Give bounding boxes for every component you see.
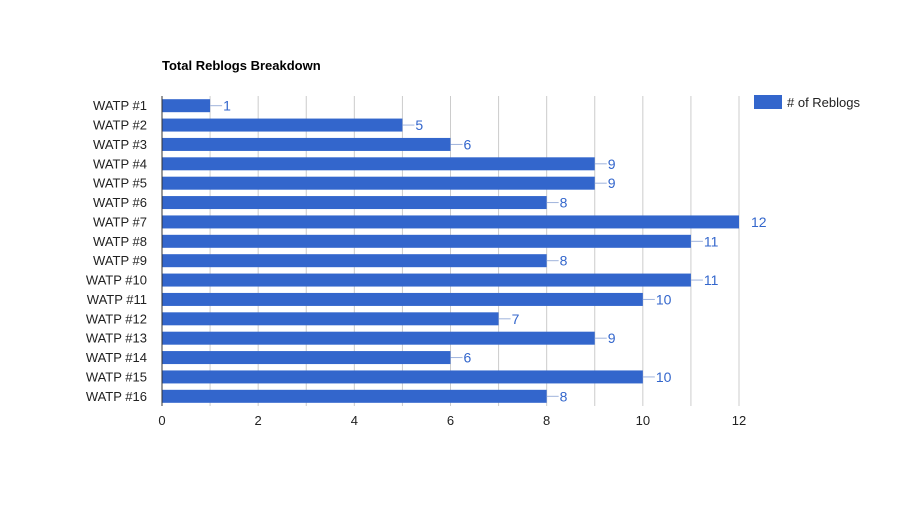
category-label: WATP #5 bbox=[93, 176, 147, 191]
x-tick-label: 4 bbox=[351, 413, 358, 428]
data-label: 8 bbox=[560, 388, 568, 404]
chart-title: Total Reblogs Breakdown bbox=[162, 58, 321, 73]
category-label: WATP #16 bbox=[86, 389, 147, 404]
bar[interactable] bbox=[162, 292, 643, 306]
bar[interactable] bbox=[162, 234, 691, 248]
data-label: 5 bbox=[415, 117, 423, 133]
bar[interactable] bbox=[162, 370, 643, 384]
bar[interactable] bbox=[162, 176, 595, 190]
x-tick-label: 8 bbox=[543, 413, 550, 428]
legend-label-reblogs: # of Reblogs bbox=[787, 95, 860, 110]
bar[interactable] bbox=[162, 389, 547, 403]
x-tick-label: 10 bbox=[636, 413, 650, 428]
data-label: 6 bbox=[464, 136, 472, 152]
category-label: WATP #9 bbox=[93, 253, 147, 268]
category-label: WATP #8 bbox=[93, 234, 147, 249]
data-label: 6 bbox=[464, 350, 472, 366]
category-labels: WATP #1 WATP #2 WATP #3 WATP #4 WATP #5 WATP … bbox=[86, 98, 147, 404]
data-label: 1 bbox=[223, 98, 231, 114]
x-tick-label: 6 bbox=[447, 413, 454, 428]
data-label: 8 bbox=[560, 195, 568, 211]
category-label: WATP #7 bbox=[93, 214, 147, 229]
data-label: 8 bbox=[560, 253, 568, 269]
category-label: WATP #14 bbox=[86, 350, 147, 365]
legend[interactable]: # of Reblogs bbox=[754, 95, 860, 110]
bar[interactable] bbox=[162, 312, 499, 326]
category-label: WATP #2 bbox=[93, 118, 147, 133]
x-tick-label: 12 bbox=[732, 413, 746, 428]
bar[interactable] bbox=[162, 331, 595, 345]
category-label: WATP #12 bbox=[86, 311, 147, 326]
legend-swatch bbox=[754, 95, 782, 109]
data-label: 12 bbox=[751, 214, 767, 230]
bar[interactable] bbox=[162, 254, 547, 268]
data-label: 11 bbox=[704, 272, 719, 288]
data-label: 10 bbox=[656, 291, 672, 307]
bar[interactable] bbox=[162, 99, 211, 113]
x-axis-ticks: 0 2 4 6 8 10 12 bbox=[158, 413, 746, 428]
category-label: WATP #11 bbox=[87, 292, 147, 307]
bar[interactable] bbox=[162, 157, 595, 171]
bar[interactable] bbox=[162, 196, 547, 210]
bar[interactable] bbox=[162, 273, 691, 287]
bar[interactable] bbox=[162, 351, 451, 365]
bar[interactable] bbox=[162, 118, 403, 132]
data-label: 7 bbox=[512, 311, 520, 327]
category-label: WATP #1 bbox=[93, 98, 147, 113]
bar[interactable] bbox=[162, 215, 739, 229]
category-label: WATP #13 bbox=[86, 331, 147, 346]
category-label: WATP #15 bbox=[86, 369, 147, 384]
x-tick-label: 0 bbox=[158, 413, 165, 428]
x-tick-label: 2 bbox=[255, 413, 262, 428]
data-label: 9 bbox=[608, 330, 616, 346]
data-label: 10 bbox=[656, 369, 672, 385]
bar[interactable] bbox=[162, 137, 451, 151]
data-label: 11 bbox=[704, 233, 719, 249]
category-label: WATP #4 bbox=[93, 156, 147, 171]
category-label: WATP #10 bbox=[86, 273, 147, 288]
bars bbox=[162, 99, 739, 403]
data-labels: 1 5 6 9 9 8 12 11 8 11 10 7 9 6 10 8 bbox=[210, 98, 767, 404]
category-label: WATP #6 bbox=[93, 195, 147, 210]
category-label: WATP #3 bbox=[93, 137, 147, 152]
data-label: 9 bbox=[608, 156, 616, 172]
data-label: 9 bbox=[608, 175, 616, 191]
